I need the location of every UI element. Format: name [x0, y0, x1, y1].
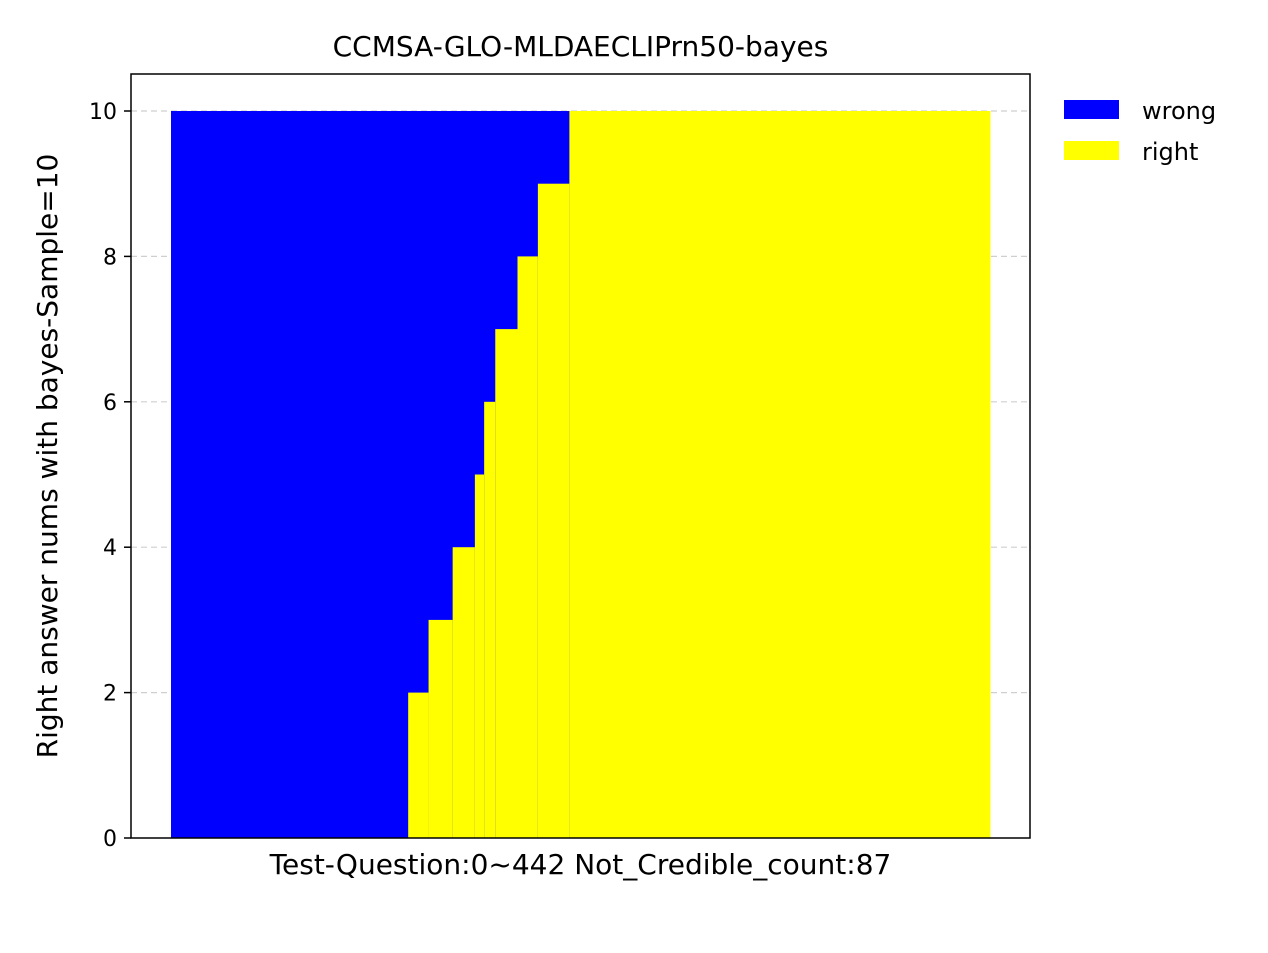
y-tick-label: 4 — [103, 536, 117, 561]
bar-wrong — [171, 111, 409, 838]
bar-right — [408, 692, 430, 838]
bar-right — [484, 401, 496, 838]
legend-swatch-wrong — [1064, 100, 1119, 119]
bar-right — [517, 256, 539, 838]
y-tick-label: 6 — [103, 391, 117, 416]
y-tick-label: 2 — [103, 682, 117, 707]
x-axis-label: Test-Question:0~442 Not_Credible_count:8… — [269, 848, 892, 881]
y-tick-label: 0 — [103, 827, 117, 852]
bar-right — [474, 474, 485, 838]
bar-right — [495, 329, 518, 838]
plot-frame — [130, 73, 1031, 839]
bar-right — [537, 183, 570, 838]
legend-swatch-right — [1064, 141, 1119, 160]
y-axis-ticks: 0 2 4 6 8 10 — [89, 100, 131, 852]
bar-right — [569, 111, 991, 838]
y-tick-label: 8 — [103, 245, 117, 270]
bar-wrong — [408, 111, 430, 838]
y-tick-label: 10 — [89, 100, 117, 125]
legend-label-right: right — [1142, 138, 1198, 166]
plot-bars — [171, 111, 991, 838]
bar-right — [428, 619, 454, 838]
bar-right — [452, 547, 476, 838]
chart-title: CCMSA-GLO-MLDAECLIPrn50-bayes — [333, 30, 829, 63]
y-axis-label: Right answer nums with bayes-Sample=10 — [31, 154, 64, 759]
legend: wrong right — [1064, 97, 1216, 166]
legend-label-wrong: wrong — [1142, 97, 1216, 125]
